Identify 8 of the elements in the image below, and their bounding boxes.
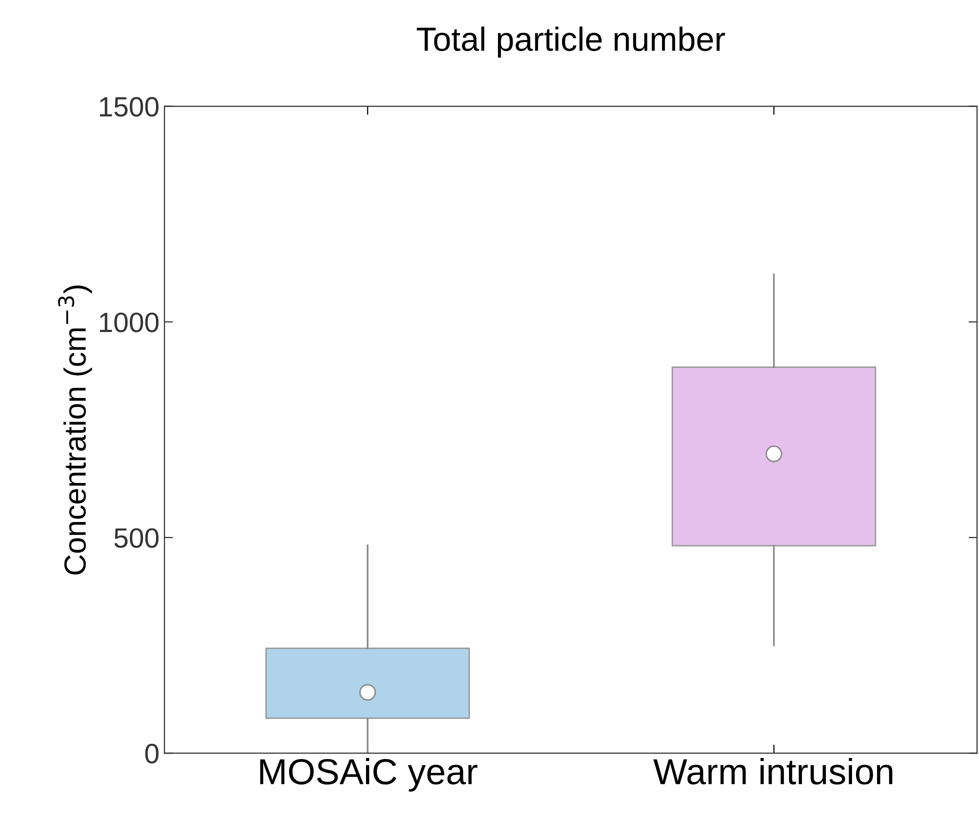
chart-title: Total particle number bbox=[416, 26, 725, 58]
x-tick-label: Warm intrusion bbox=[653, 758, 892, 785]
y-axis-title: Concentration (cm$^{−3}$) bbox=[58, 286, 92, 575]
y-tick-label: 500 bbox=[114, 528, 159, 548]
y-tick-label: 0 bbox=[145, 744, 159, 764]
x-tick-label: MOSAiC year bbox=[260, 758, 478, 792]
y-tick-label: 1000 bbox=[100, 312, 159, 332]
y-tick-label: 1500 bbox=[100, 96, 159, 117]
